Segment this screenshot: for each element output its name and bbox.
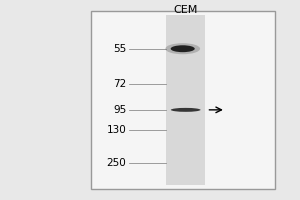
Text: 250: 250 <box>106 158 126 168</box>
Text: CEM: CEM <box>173 5 198 15</box>
Text: 72: 72 <box>113 79 126 89</box>
Ellipse shape <box>165 43 200 54</box>
Bar <box>166 15 205 185</box>
Text: 95: 95 <box>113 105 126 115</box>
Ellipse shape <box>171 45 195 52</box>
Bar <box>91 11 275 189</box>
Text: 130: 130 <box>106 125 126 135</box>
Text: 55: 55 <box>113 44 126 54</box>
Ellipse shape <box>171 108 200 112</box>
